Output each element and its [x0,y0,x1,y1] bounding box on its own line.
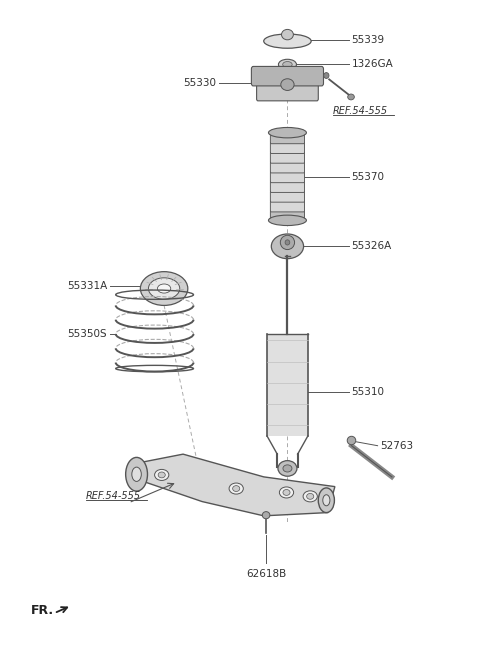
Ellipse shape [155,470,169,481]
Ellipse shape [280,235,295,250]
Text: 55350S: 55350S [68,329,107,339]
Ellipse shape [347,436,356,445]
FancyBboxPatch shape [270,132,304,143]
Text: 55330: 55330 [183,78,216,88]
FancyBboxPatch shape [257,76,318,101]
Ellipse shape [279,487,294,498]
FancyBboxPatch shape [270,142,304,153]
Text: FR.: FR. [31,603,54,616]
FancyBboxPatch shape [270,172,304,183]
FancyBboxPatch shape [270,152,304,163]
Ellipse shape [278,60,297,69]
Bar [267,334,308,436]
Ellipse shape [264,34,311,48]
Ellipse shape [283,465,292,472]
Text: 1326GA: 1326GA [351,60,393,69]
Ellipse shape [140,272,188,305]
Ellipse shape [229,483,243,494]
Text: 55310: 55310 [351,388,384,398]
Ellipse shape [268,128,306,138]
Ellipse shape [323,495,330,506]
Ellipse shape [157,284,171,293]
Text: 55339: 55339 [351,35,384,45]
Ellipse shape [281,29,293,40]
Ellipse shape [278,460,297,476]
FancyBboxPatch shape [270,210,304,221]
Ellipse shape [303,491,317,502]
Text: 55326A: 55326A [351,241,392,252]
Text: REF.54-555: REF.54-555 [333,106,388,116]
FancyBboxPatch shape [252,66,324,86]
FancyBboxPatch shape [270,200,304,212]
Ellipse shape [318,488,335,513]
Text: 55370: 55370 [351,172,384,182]
Text: 55331A: 55331A [67,281,107,291]
Ellipse shape [283,62,292,67]
FancyBboxPatch shape [270,191,304,202]
Ellipse shape [307,493,314,499]
Ellipse shape [348,94,354,100]
Ellipse shape [126,457,147,491]
Polygon shape [133,454,335,516]
Ellipse shape [148,278,180,299]
Ellipse shape [158,472,165,478]
Ellipse shape [132,467,141,481]
Ellipse shape [324,73,329,79]
Ellipse shape [262,512,270,519]
FancyBboxPatch shape [270,162,304,173]
Text: 62618B: 62618B [246,569,286,579]
Ellipse shape [283,489,290,495]
Text: 52763: 52763 [380,441,413,451]
FancyBboxPatch shape [270,181,304,193]
Ellipse shape [271,234,303,259]
Ellipse shape [233,485,240,491]
Ellipse shape [281,79,294,90]
Text: REF.54-555: REF.54-555 [86,491,141,501]
Ellipse shape [268,215,306,225]
Ellipse shape [285,240,290,245]
